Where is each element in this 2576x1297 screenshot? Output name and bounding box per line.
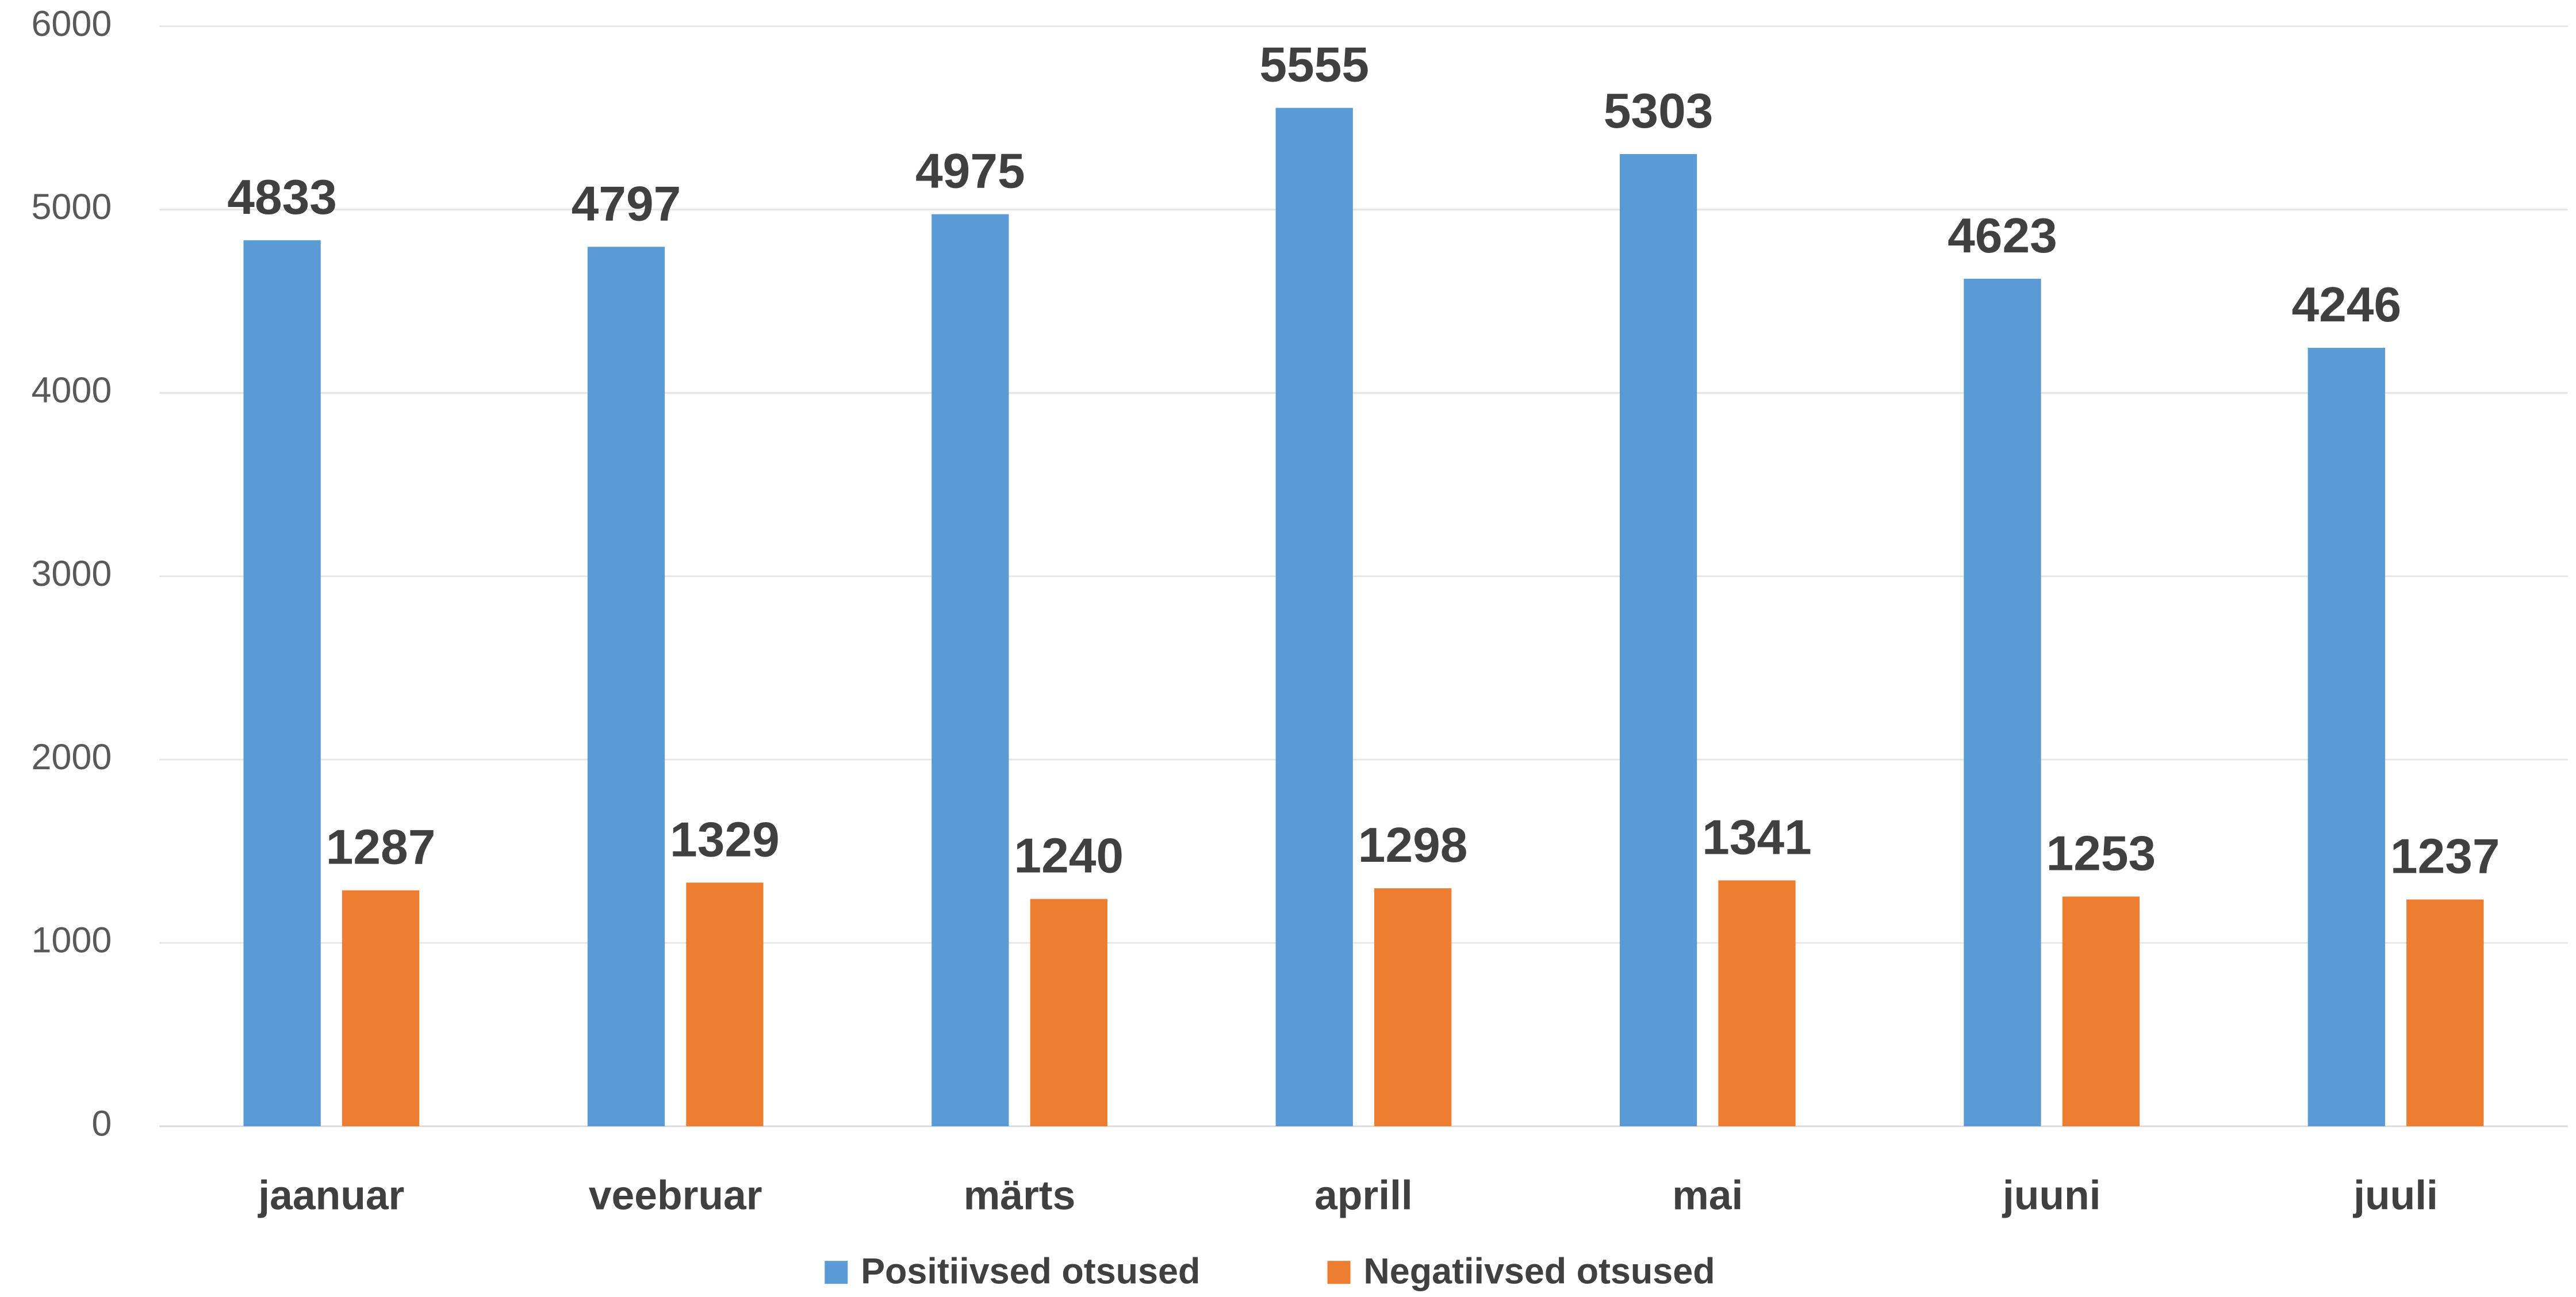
data-label: 1341 xyxy=(1702,809,1812,865)
y-tick-label: 4000 xyxy=(31,370,112,410)
x-tick-label: veebruar xyxy=(589,1173,762,1219)
y-tick-label: 5000 xyxy=(31,187,112,227)
bar xyxy=(2406,899,2484,1127)
data-label: 1329 xyxy=(670,812,780,867)
data-label: 4833 xyxy=(227,170,337,225)
x-tick-label: aprill xyxy=(1314,1173,1413,1219)
bar xyxy=(686,882,764,1127)
x-tick-label: jaanuar xyxy=(257,1173,404,1219)
y-tick-label: 2000 xyxy=(31,737,112,777)
x-tick-label: juuni xyxy=(2002,1173,2101,1219)
data-label: 4246 xyxy=(2291,277,2401,332)
legend-swatch xyxy=(1327,1261,1351,1284)
y-tick-label: 3000 xyxy=(31,554,112,594)
y-tick-label: 1000 xyxy=(31,920,112,961)
bar xyxy=(1619,154,1697,1127)
y-tick-label: 0 xyxy=(91,1104,112,1144)
legend-label: Positiivsed otsused xyxy=(861,1252,1200,1292)
data-label: 4797 xyxy=(572,176,681,231)
bar xyxy=(243,240,321,1127)
bar xyxy=(1718,880,1796,1127)
bar xyxy=(931,214,1009,1127)
bar xyxy=(1964,278,2041,1127)
y-tick-label: 6000 xyxy=(31,3,112,44)
bar xyxy=(1030,899,1107,1127)
data-label: 4623 xyxy=(1948,208,2057,263)
x-tick-label: märts xyxy=(964,1173,1076,1219)
bar xyxy=(1374,888,1452,1127)
data-label: 5303 xyxy=(1604,83,1713,139)
legend-swatch xyxy=(825,1261,848,1284)
data-label: 1240 xyxy=(1014,828,1124,884)
data-label: 1298 xyxy=(1358,818,1468,873)
legend-label: Negatiivsed otsused xyxy=(1363,1252,1715,1292)
bar xyxy=(1275,108,1353,1127)
data-label: 1287 xyxy=(326,820,436,875)
bar xyxy=(587,247,665,1127)
data-label: 1253 xyxy=(2046,826,2156,881)
data-label: 5555 xyxy=(1259,37,1369,93)
bar xyxy=(342,890,420,1127)
bar xyxy=(2307,348,2385,1127)
x-tick-label: juuli xyxy=(2352,1173,2438,1219)
x-tick-label: mai xyxy=(1672,1173,1743,1219)
data-label: 1237 xyxy=(2390,829,2500,884)
bar xyxy=(2062,896,2140,1127)
data-label: 4975 xyxy=(915,144,1025,199)
